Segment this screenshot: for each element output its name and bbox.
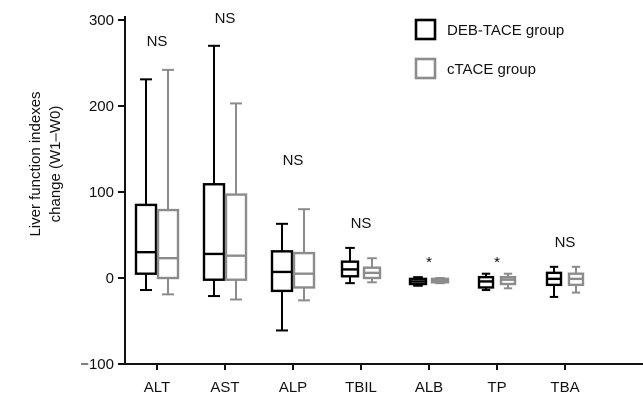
box-deb-tace-group-alb	[408, 276, 428, 287]
significance-label: *	[494, 254, 500, 271]
x-tick-label: TBA	[550, 379, 579, 396]
box-ctace-group-tp	[499, 272, 517, 290]
y-axis-title-line-1: Liver function indexes	[27, 91, 44, 236]
box-deb-tace-group-tbil	[340, 246, 360, 285]
y-tick-label: 0	[106, 270, 114, 287]
y-axis-title-line-2: change (W1–W0)	[47, 106, 64, 223]
box-iqr	[202, 183, 226, 281]
box-ctace-group-alt	[156, 68, 180, 296]
box-deb-tace-group-tp	[477, 272, 495, 292]
box-ctace-group-ast	[224, 102, 248, 301]
box-iqr	[292, 251, 316, 289]
legend-label: DEB-TACE group	[447, 22, 564, 39]
x-tick-label: TBIL	[345, 379, 377, 396]
y-tick-label: 100	[89, 184, 114, 201]
significance-label: *	[426, 254, 432, 271]
y-tick-label: −100	[80, 356, 114, 373]
significance-label: NS	[351, 215, 372, 232]
y-tick-label: 200	[89, 98, 114, 115]
box-iqr	[156, 208, 180, 280]
box-deb-tace-group-alt	[134, 78, 158, 292]
significance-annotations: NS NS NS NS * * NS	[147, 10, 576, 271]
box-ctace-group-tbil	[362, 257, 382, 284]
significance-label: NS	[215, 10, 236, 27]
box-deb-tace-group-tba	[545, 265, 563, 298]
box-ctace-group-alb	[430, 277, 450, 285]
box-ctace-group-tba	[567, 265, 585, 294]
significance-label: NS	[147, 33, 168, 50]
legend-swatch	[414, 18, 437, 41]
box-iqr	[224, 193, 248, 281]
legend-swatch	[414, 57, 437, 80]
axes: −100 0 100 200 300 ALT AST ALP TBIL ALB TP TBA	[80, 12, 643, 396]
x-tick-label: AST	[210, 379, 239, 396]
box-series	[134, 44, 585, 332]
y-tick-label: 300	[89, 12, 114, 29]
x-tick-label: ALT	[144, 379, 170, 396]
legend: DEB-TACE group cTACE group	[414, 18, 564, 80]
box-iqr	[134, 203, 158, 275]
box-ctace-group-alp	[292, 208, 316, 302]
box-deb-tace-group-alp	[270, 222, 294, 332]
significance-label: NS	[555, 234, 576, 251]
legend-label: cTACE group	[447, 61, 536, 78]
x-tick-label: TP	[487, 379, 506, 396]
x-tick-label: ALB	[415, 379, 443, 396]
significance-label: NS	[283, 152, 304, 169]
box-deb-tace-group-ast	[202, 44, 226, 298]
y-axis-title: Liver function indexes change (W1–W0)	[27, 91, 64, 236]
x-tick-label: ALP	[279, 379, 307, 396]
